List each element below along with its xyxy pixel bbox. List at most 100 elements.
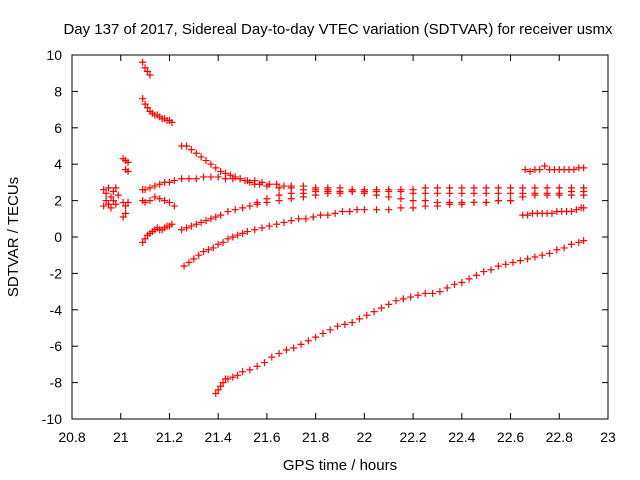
data-point <box>251 177 259 185</box>
data-point <box>197 153 205 161</box>
data-point <box>275 184 283 192</box>
data-point <box>280 182 288 190</box>
data-point <box>397 204 405 212</box>
series-rising-from-minus1p6 <box>180 197 515 270</box>
data-point <box>260 359 268 367</box>
data-point <box>309 213 317 221</box>
data-point <box>507 189 515 197</box>
data-point <box>580 188 588 195</box>
y-tick-label: -6 <box>50 338 63 354</box>
data-point <box>355 315 363 323</box>
data-point <box>572 206 580 214</box>
data-point <box>465 275 473 283</box>
data-point <box>555 189 563 197</box>
data-point <box>187 222 195 230</box>
data-point <box>546 249 554 257</box>
data-point <box>231 206 239 214</box>
data-point <box>170 202 178 210</box>
data-point <box>273 220 281 228</box>
data-point <box>287 195 295 203</box>
data-point <box>109 197 117 205</box>
data-point <box>336 189 344 197</box>
x-tick-label: 21.2 <box>156 429 183 445</box>
x-tick-label: 23 <box>600 429 616 445</box>
y-tick-label: 10 <box>46 47 62 63</box>
data-point <box>229 233 237 241</box>
data-point <box>397 195 405 203</box>
x-tick-label: 20.8 <box>58 429 85 445</box>
data-point <box>312 333 320 341</box>
data-point <box>385 300 393 308</box>
data-point <box>392 297 400 305</box>
data-point <box>212 164 220 172</box>
data-point <box>560 244 568 252</box>
data-point <box>273 180 281 188</box>
data-point <box>217 167 225 175</box>
y-tick-label: 8 <box>54 83 62 99</box>
data-point <box>195 251 203 259</box>
data-point <box>299 193 307 201</box>
y-axis: -10 -8 -6 -4 -2 0 2 4 6 8 10 <box>42 47 608 427</box>
data-point <box>192 175 200 183</box>
data-point <box>224 375 232 383</box>
data-point <box>502 260 510 268</box>
data-point <box>146 184 154 192</box>
data-point <box>212 390 220 398</box>
data-point <box>265 222 273 230</box>
data-point <box>348 188 356 195</box>
data-point <box>353 206 361 214</box>
data-point <box>516 257 524 265</box>
data-point <box>107 204 115 212</box>
data-point <box>326 326 334 334</box>
data-point <box>243 228 251 236</box>
data-point <box>299 182 307 190</box>
data-point <box>109 188 117 195</box>
data-point <box>548 209 556 217</box>
data-point <box>409 197 417 205</box>
data-point <box>575 238 583 246</box>
data-point <box>204 246 212 254</box>
data-point <box>443 284 451 292</box>
x-tick-label: 22.6 <box>497 429 524 445</box>
data-point <box>536 166 544 174</box>
data-point <box>239 229 247 237</box>
data-point <box>100 186 108 194</box>
data-point <box>304 337 312 345</box>
data-point <box>239 204 247 212</box>
data-point <box>334 322 342 330</box>
data-point <box>214 240 222 248</box>
data-point <box>290 344 298 352</box>
data-point <box>212 213 220 221</box>
data-point <box>421 289 429 297</box>
data-point <box>312 191 320 199</box>
data-point <box>317 211 325 219</box>
data-point <box>302 215 310 223</box>
data-point <box>214 386 222 394</box>
data-point <box>429 289 437 297</box>
data-point <box>567 208 575 216</box>
data-point <box>124 158 132 166</box>
data-point <box>580 164 588 172</box>
data-point <box>482 189 490 197</box>
data-point <box>151 193 159 201</box>
data-point <box>409 204 417 212</box>
data-point <box>531 189 539 197</box>
data-point <box>144 67 152 75</box>
data-point <box>144 104 152 112</box>
y-tick-label: -10 <box>42 411 62 427</box>
data-point <box>165 198 173 206</box>
data-point <box>487 266 495 274</box>
data-point <box>287 217 295 225</box>
data-point <box>146 197 154 205</box>
data-point <box>407 293 415 301</box>
data-point <box>178 226 186 234</box>
data-point <box>139 95 147 103</box>
data-point <box>151 182 159 190</box>
data-point <box>112 184 120 192</box>
x-tick-label: 22.2 <box>399 429 426 445</box>
series-mid-2p0 <box>119 188 588 221</box>
data-point <box>472 271 480 279</box>
data-point <box>146 71 154 79</box>
data-point <box>183 224 191 232</box>
data-point <box>370 308 378 316</box>
